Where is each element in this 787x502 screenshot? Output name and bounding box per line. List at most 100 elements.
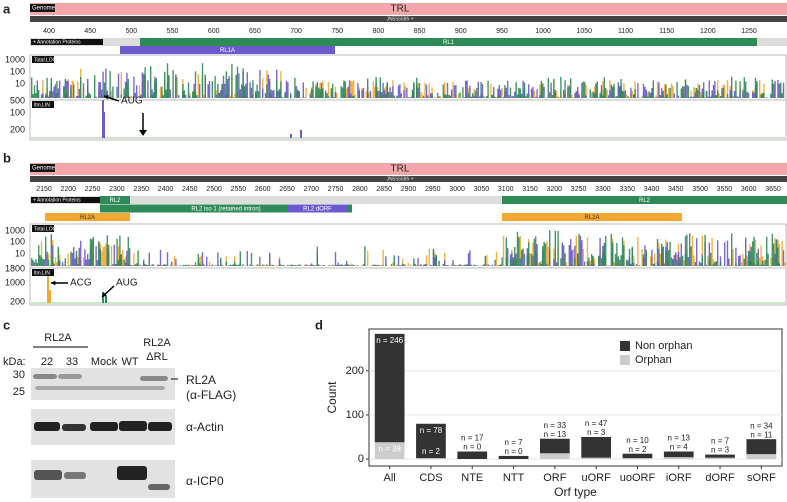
track-axis-label: 100 bbox=[10, 66, 25, 76]
genome-tag bbox=[30, 4, 55, 12]
coordinate-label: 2450 bbox=[182, 186, 198, 193]
blot bbox=[31, 368, 175, 400]
track-axis-label: 100 bbox=[10, 107, 25, 117]
x-tick-label: dORF bbox=[705, 472, 735, 484]
coordinate-label: 2950 bbox=[425, 186, 441, 193]
feature-label: RL2 iso 1 (retained intron) bbox=[191, 207, 260, 213]
track-axis-label: 1000 bbox=[5, 54, 25, 64]
feature-label: RL2 bbox=[109, 198, 121, 204]
bar bbox=[705, 457, 735, 459]
coordinate-label: 3650 bbox=[765, 186, 781, 193]
track-label: Total.LOG bbox=[34, 57, 57, 63]
coordinate-label: 3500 bbox=[692, 186, 708, 193]
value-label: n = 246 bbox=[376, 336, 403, 345]
marker-label: 25 bbox=[13, 386, 25, 398]
y-tick-label: 200 bbox=[346, 365, 364, 377]
accession-bar bbox=[30, 16, 787, 22]
track-axis-label: 200 bbox=[10, 124, 25, 134]
arrow-head bbox=[139, 130, 147, 136]
band bbox=[148, 484, 170, 490]
accession-label: JN555585 + bbox=[386, 176, 413, 182]
coordinate-label: 2850 bbox=[376, 186, 392, 193]
value-label: n = 0 bbox=[463, 443, 482, 452]
coordinate-label: 3400 bbox=[644, 186, 660, 193]
lane-label: 33 bbox=[66, 356, 78, 368]
annotation-tag bbox=[31, 39, 103, 45]
x-tick-label: NTT bbox=[503, 472, 525, 484]
band bbox=[90, 422, 118, 431]
x-tick-label: sORF bbox=[747, 472, 776, 484]
track-label: Total.LOG bbox=[34, 226, 57, 232]
track-axis-label: 10 bbox=[15, 78, 25, 88]
x-tick-label: uoORF bbox=[620, 472, 656, 484]
signal-spike bbox=[290, 134, 292, 138]
panel-label: d bbox=[315, 317, 323, 332]
signal-spike bbox=[103, 112, 105, 138]
signal-spike bbox=[49, 290, 51, 303]
bar bbox=[374, 442, 405, 459]
value-label: n = 17 bbox=[461, 434, 484, 443]
feature-label: RL2 dORF bbox=[303, 207, 332, 213]
coordinate-label: 1200 bbox=[700, 28, 716, 35]
band bbox=[58, 374, 82, 379]
coordinate-label: 1100 bbox=[618, 28, 633, 35]
bar bbox=[663, 451, 694, 458]
blot-label: α-Actin bbox=[186, 420, 224, 434]
arrow-head bbox=[51, 280, 56, 286]
x-tick-label: All bbox=[384, 472, 396, 484]
track-label: ltm.LIN bbox=[34, 102, 50, 108]
track-tag bbox=[32, 269, 54, 276]
track-axis-label: 1000 bbox=[5, 277, 25, 287]
bar bbox=[663, 457, 694, 459]
track-label: ltm.LIN bbox=[34, 270, 50, 276]
coordinate-label: 2150 bbox=[36, 186, 52, 193]
track-axis-label: 10 bbox=[15, 248, 25, 258]
accession-label: JN555585 + bbox=[386, 16, 413, 22]
y-axis-label: Count bbox=[325, 381, 339, 414]
x-tick-label: ORF bbox=[543, 472, 567, 484]
accession-bar bbox=[30, 176, 787, 182]
annotation-label: + Annotation Proteins bbox=[33, 39, 81, 45]
legend-swatch bbox=[620, 341, 630, 351]
bar bbox=[622, 453, 653, 459]
legend-swatch bbox=[620, 355, 630, 365]
region-label: TRL bbox=[391, 164, 410, 175]
coordinate-label: 1050 bbox=[577, 28, 593, 35]
coordinate-label: 900 bbox=[455, 28, 467, 35]
lane-label: WT bbox=[121, 356, 138, 368]
coordinate-label: 2900 bbox=[401, 186, 417, 193]
band bbox=[140, 376, 168, 381]
value-label: n = 0 bbox=[505, 447, 524, 456]
coordinate-label: 850 bbox=[414, 28, 426, 35]
value-label: n = 13 bbox=[544, 430, 567, 439]
coordinate-label: 1250 bbox=[741, 28, 757, 35]
panel-label: b bbox=[3, 150, 11, 165]
coordinate-label: 400 bbox=[43, 28, 55, 35]
x-axis-label: Orf type bbox=[554, 485, 597, 499]
coordinate-label: 3050 bbox=[474, 186, 490, 193]
value-label: n = 7 bbox=[505, 438, 524, 447]
genome-track bbox=[30, 163, 787, 175]
marker-label: 30 bbox=[13, 369, 25, 381]
value-label: n = 78 bbox=[420, 426, 443, 435]
coordinate-label: 2400 bbox=[158, 186, 174, 193]
feature bbox=[287, 204, 348, 213]
bar bbox=[705, 454, 735, 458]
coordinate-label: 2700 bbox=[304, 186, 320, 193]
lane-label: 22 bbox=[41, 356, 53, 368]
value-label: n = 7 bbox=[711, 437, 730, 446]
panel-label: a bbox=[3, 1, 11, 16]
feature-label: RL2A bbox=[80, 215, 95, 221]
signal-spike bbox=[47, 270, 49, 303]
group-label: RL2A bbox=[44, 332, 72, 344]
coordinate-label: 550 bbox=[167, 28, 179, 35]
feature bbox=[120, 46, 335, 54]
band bbox=[34, 470, 62, 480]
value-label: n = 2 bbox=[628, 445, 647, 454]
bar bbox=[581, 436, 612, 458]
coordinate-label: 3550 bbox=[717, 186, 733, 193]
annotation-tag bbox=[31, 197, 103, 203]
coordinate-label: 2600 bbox=[255, 186, 271, 193]
value-label: n = 13 bbox=[668, 434, 691, 443]
annotation-track bbox=[30, 196, 787, 204]
